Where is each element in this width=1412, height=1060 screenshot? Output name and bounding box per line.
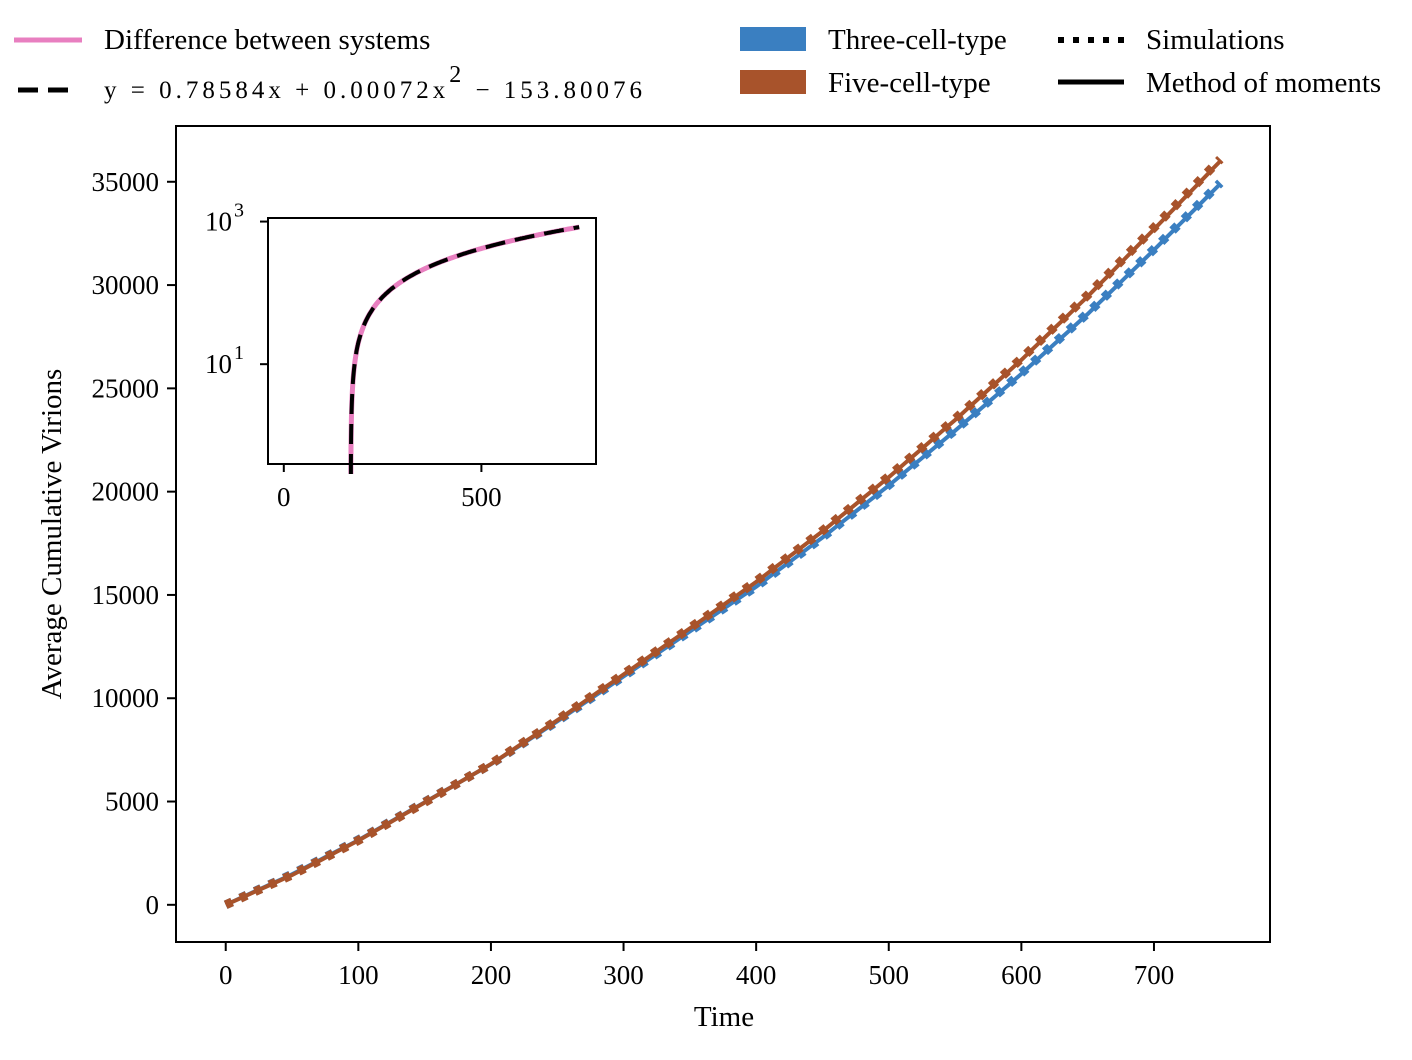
equation-suffix: − 153.80076 bbox=[465, 77, 646, 104]
legend-five-cell-swatch bbox=[740, 70, 806, 94]
y-tick-label: 25000 bbox=[92, 373, 160, 403]
y-axis-label: Average Cumulative Virions bbox=[36, 369, 68, 700]
y-tick-label: 35000 bbox=[92, 167, 160, 197]
x-axis-label: Time bbox=[694, 1001, 754, 1033]
inset-y-tick-exponent: 1 bbox=[234, 342, 244, 364]
y-tick-label: 20000 bbox=[92, 477, 160, 507]
legend-equation-label: y = 0.78584x + 0.00072x2 − 153.80076 bbox=[104, 62, 646, 104]
x-tick-label: 100 bbox=[338, 960, 379, 990]
x-axis-ticks: 0 100 200 300 400 500 600 700 bbox=[219, 942, 1174, 990]
inset-x-tick-label: 0 bbox=[277, 482, 291, 512]
x-tick-label: 600 bbox=[1001, 960, 1042, 990]
legend-three-cell-label: Three-cell-type bbox=[828, 24, 1007, 56]
legend-five-cell-label: Five-cell-type bbox=[828, 67, 991, 99]
inset-background bbox=[268, 218, 596, 464]
plot-area-frame bbox=[175, 125, 1271, 943]
y-tick-label: 15000 bbox=[92, 580, 160, 610]
x-tick-label: 500 bbox=[869, 960, 910, 990]
legend-difference-label: Difference between systems bbox=[104, 24, 430, 56]
inset-y-tick-label: 10 bbox=[205, 349, 232, 379]
y-tick-label: 0 bbox=[146, 890, 160, 920]
legend: Difference between systems y = 0.78584x … bbox=[14, 24, 1381, 104]
inset-frame bbox=[267, 217, 597, 465]
x-tick-label: 300 bbox=[603, 960, 644, 990]
y-tick-label: 10000 bbox=[92, 683, 160, 713]
inset-x-tick-label: 500 bbox=[461, 482, 502, 512]
y-tick-label: 30000 bbox=[92, 270, 160, 300]
inset-series-layer bbox=[348, 224, 580, 474]
inset-y-tick-label: 10 bbox=[205, 207, 232, 237]
legend-moments-label: Method of moments bbox=[1146, 67, 1381, 99]
series-layer bbox=[223, 155, 1224, 909]
five-cell-method-of-moments-line bbox=[224, 159, 1222, 907]
inset-y-tick-exponent: 3 bbox=[234, 200, 244, 222]
inset-x-ticks: 0 500 bbox=[277, 464, 502, 512]
x-tick-label: 200 bbox=[471, 960, 512, 990]
y-tick-label: 5000 bbox=[105, 787, 159, 817]
legend-three-cell-swatch bbox=[740, 27, 806, 51]
x-tick-label: 700 bbox=[1134, 960, 1175, 990]
x-tick-label: 0 bbox=[219, 960, 233, 990]
equation-exponent: 2 bbox=[449, 62, 465, 88]
inset-fit-line bbox=[348, 225, 580, 474]
main-plot: 0 100 200 300 400 500 600 700 05000100001500020… bbox=[36, 125, 1271, 1033]
legend-simulations-label: Simulations bbox=[1146, 24, 1285, 56]
x-tick-label: 400 bbox=[736, 960, 777, 990]
equation-prefix: y = 0.78584x + 0.00072x bbox=[104, 77, 449, 104]
y-axis-ticks: 0 5000 10000 15000 20000 25000 30000 35000 bbox=[92, 167, 176, 920]
